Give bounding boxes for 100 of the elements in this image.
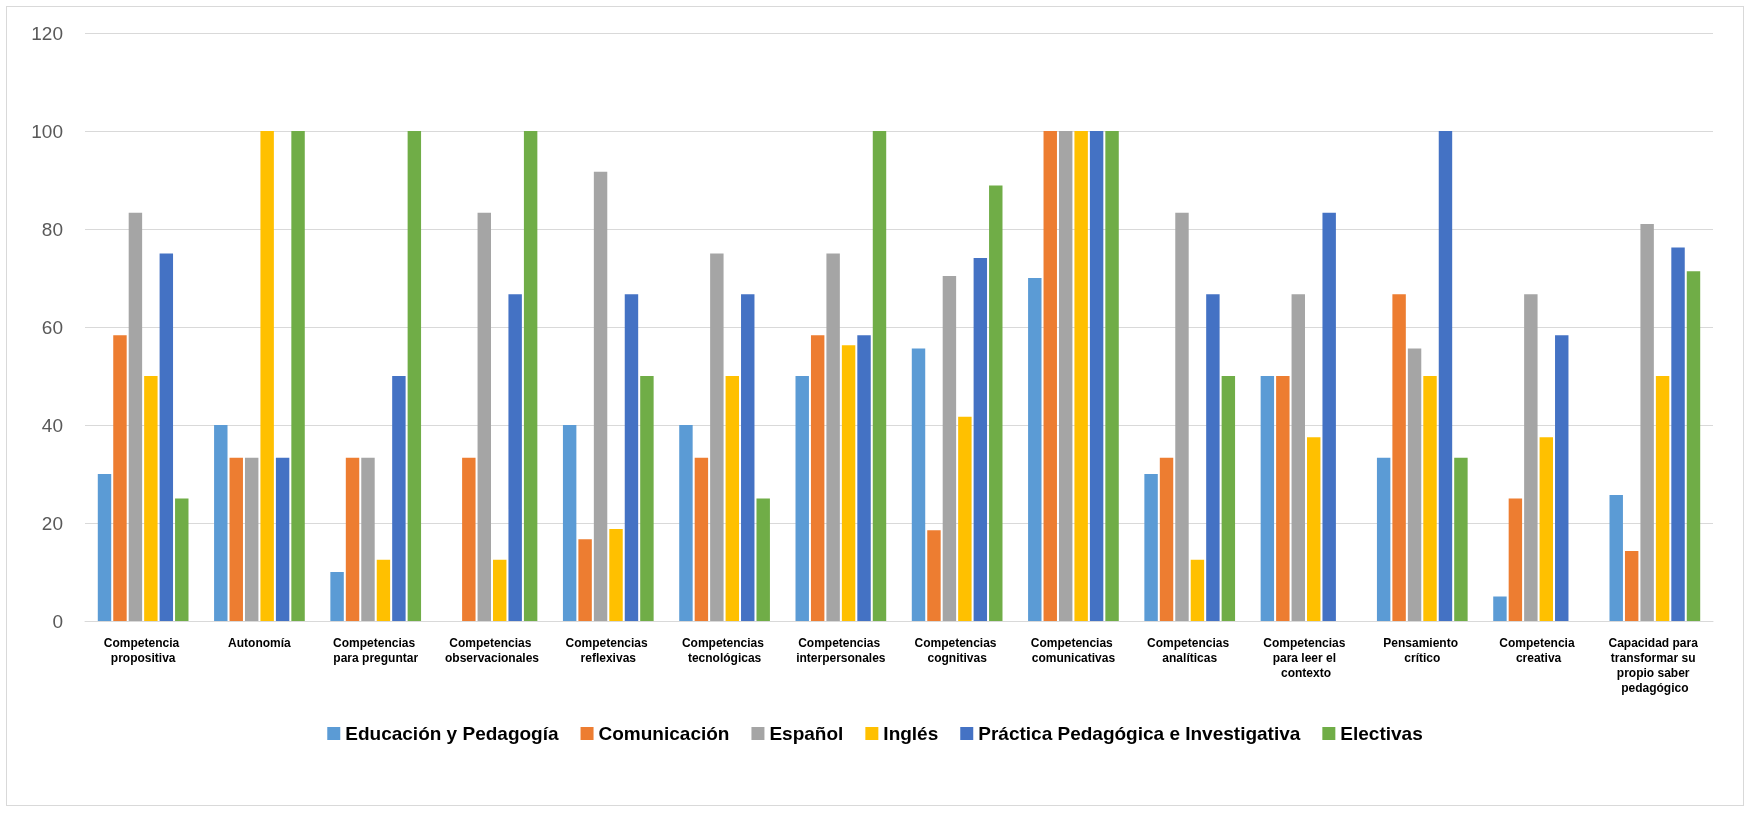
- y-tick-label: 100: [31, 120, 63, 142]
- bar: [1058, 131, 1073, 621]
- bar: [795, 376, 809, 621]
- bar: [330, 572, 344, 621]
- y-tick-label: 0: [52, 610, 63, 632]
- x-tick-label: Competencias cognitivas: [914, 635, 1000, 665]
- bar: [1175, 212, 1189, 621]
- legend-label: Comunicación: [598, 723, 730, 744]
- bar: [1028, 278, 1042, 621]
- bar: [911, 348, 926, 621]
- x-tick-label: Competencias tecnológicas: [681, 635, 768, 665]
- bar: [942, 276, 957, 621]
- bar: [1206, 294, 1220, 621]
- bar: [1454, 457, 1468, 621]
- bar: [493, 559, 507, 621]
- bar: [175, 498, 189, 621]
- bar: [725, 376, 740, 621]
- x-tick-label: Competencias para leer el contexto: [1263, 635, 1349, 680]
- bar: [97, 474, 112, 621]
- bar: [1493, 596, 1507, 621]
- bar: [1524, 294, 1538, 621]
- bar: [927, 530, 941, 621]
- x-tick-label: Capacidad para transformar su propio saber pedagógico: [1608, 635, 1702, 695]
- legend-label: Inglés: [883, 723, 939, 744]
- bar: [1508, 498, 1523, 621]
- x-tick-label: Autonomía: [228, 635, 292, 650]
- bar: [1105, 131, 1119, 621]
- x-tick-label: Competencias para preguntar: [333, 635, 419, 665]
- bar: [214, 425, 228, 621]
- legend-label: Español: [769, 723, 844, 744]
- bar: [593, 171, 608, 621]
- bar: [477, 212, 491, 621]
- bar: [113, 335, 127, 621]
- bar: [1624, 550, 1639, 621]
- legend-label: Educación y Pedagogía: [345, 723, 559, 744]
- bar: [710, 253, 724, 621]
- bar: [958, 416, 972, 621]
- x-tick-label: Competencias reflexivas: [565, 635, 651, 665]
- y-tick-label: 40: [41, 414, 63, 436]
- bar: [1074, 131, 1088, 621]
- y-tick-label: 60: [41, 316, 63, 338]
- bar: [128, 212, 143, 621]
- bar: [1144, 474, 1158, 621]
- bar: [392, 376, 406, 621]
- bar: [1376, 457, 1391, 621]
- x-tick-label: Competencias comunicativas: [1030, 635, 1117, 665]
- bar: [1307, 437, 1321, 621]
- x-tick-label: Competencias observacionales: [444, 635, 540, 665]
- bar: [523, 131, 538, 621]
- bar: [1686, 271, 1701, 621]
- bar: [679, 425, 693, 621]
- bar: [345, 457, 360, 621]
- bar: [973, 257, 988, 621]
- bar: [159, 253, 174, 621]
- bar: [508, 294, 522, 621]
- bar: [1640, 224, 1654, 621]
- bar: [1221, 376, 1236, 621]
- bar: [275, 457, 290, 621]
- bar: [1159, 457, 1174, 621]
- bar: [1423, 376, 1437, 621]
- x-tick-label: Pensamiento crítico: [1383, 635, 1462, 665]
- bar: [1276, 376, 1290, 621]
- bar: [1322, 212, 1336, 621]
- bar: [624, 294, 639, 621]
- bar: [1190, 559, 1205, 621]
- y-tick-label: 20: [41, 512, 63, 534]
- x-tick-label: Competencias interpersonales: [796, 635, 886, 665]
- bar: [260, 131, 274, 621]
- bar: [229, 457, 243, 621]
- bar: [1407, 348, 1422, 621]
- bar: [361, 457, 375, 621]
- bar: [810, 335, 825, 621]
- bar: [857, 335, 871, 621]
- bar: [609, 528, 623, 621]
- bar: [562, 425, 577, 621]
- x-tick-label: Competencia creativa: [1499, 635, 1578, 665]
- bar: [1043, 131, 1057, 621]
- y-tick-label: 120: [31, 22, 63, 44]
- x-tick-label: Competencias analíticas: [1147, 635, 1233, 665]
- bar: [578, 539, 592, 621]
- bar: [1609, 495, 1623, 621]
- bar: [756, 498, 770, 621]
- bar: [826, 253, 840, 621]
- bar: [872, 131, 887, 621]
- bar: [244, 457, 259, 621]
- bar: [144, 376, 158, 621]
- bar: [640, 376, 654, 621]
- legend-label: Electivas: [1340, 723, 1423, 744]
- bar: [1291, 294, 1305, 621]
- bar: [1671, 247, 1685, 621]
- x-tick-label: Competencia propositiva: [103, 635, 183, 665]
- bar: [1438, 131, 1453, 621]
- bar: [291, 131, 305, 621]
- legend-label: Práctica Pedagógica e Investigativa: [978, 723, 1301, 744]
- bar: [462, 457, 476, 621]
- bar: [1392, 294, 1406, 621]
- bar: [1260, 376, 1275, 621]
- bar: [1089, 131, 1104, 621]
- bar: [407, 131, 422, 621]
- bar: [376, 559, 391, 621]
